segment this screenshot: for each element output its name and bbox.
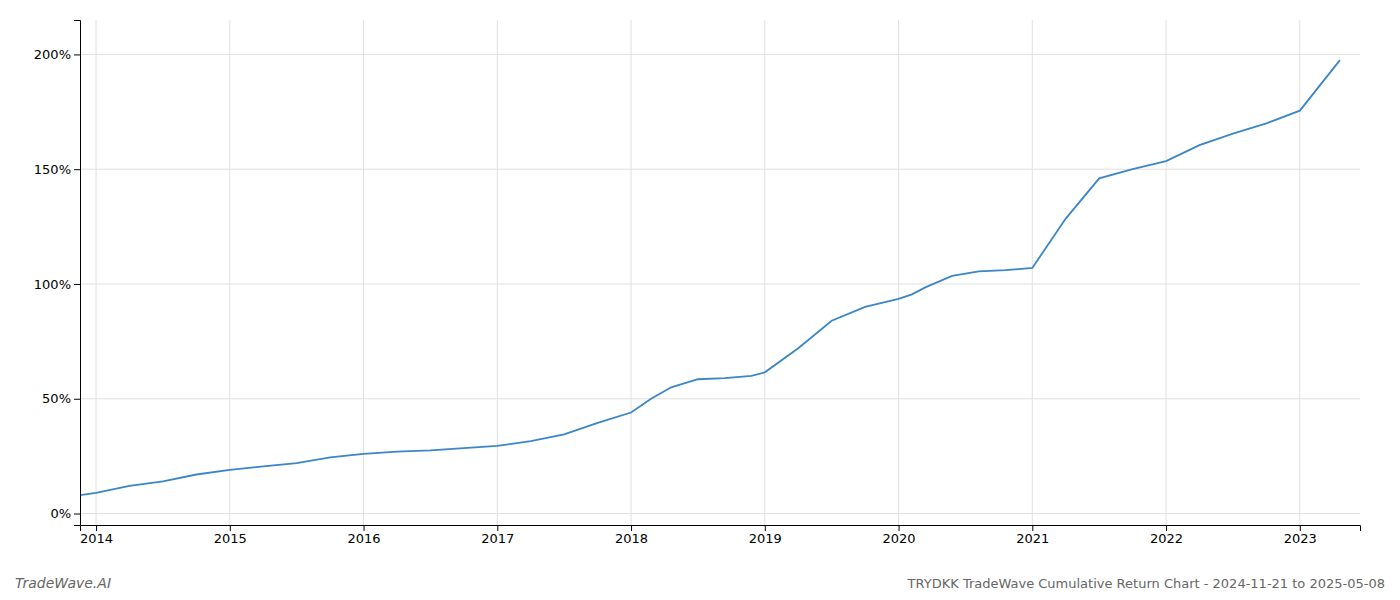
tick-mark bbox=[230, 525, 231, 531]
grid-line bbox=[1166, 20, 1167, 525]
tick-label: 2019 bbox=[749, 531, 782, 546]
tick-mark bbox=[1166, 525, 1167, 531]
tick-label: 2018 bbox=[615, 531, 648, 546]
tick: 200% bbox=[34, 47, 80, 62]
grid-line bbox=[631, 20, 632, 525]
tick-mark bbox=[74, 284, 80, 285]
tick-label: 2017 bbox=[481, 531, 514, 546]
tick-label: 100% bbox=[34, 277, 71, 292]
tick: 2021 bbox=[1016, 525, 1049, 546]
tick: 2015 bbox=[214, 525, 247, 546]
tick-label: 150% bbox=[34, 162, 71, 177]
tick: 2017 bbox=[481, 525, 514, 546]
tick-mark bbox=[1032, 525, 1033, 531]
watermark: TradeWave.AI bbox=[15, 575, 111, 591]
x-axis: 2014 2015 2016 2017 2018 2019 2020 2021 2022 2023 bbox=[80, 525, 1360, 546]
grid-line bbox=[80, 54, 1360, 55]
tick-mark bbox=[74, 169, 80, 170]
grid-line bbox=[96, 20, 97, 525]
plot-area bbox=[80, 60, 1340, 495]
grid-line bbox=[229, 20, 230, 525]
tick-label: 2015 bbox=[214, 531, 247, 546]
axis-line bbox=[81, 526, 1361, 532]
tick-label: 2020 bbox=[883, 531, 916, 546]
tick-label: 50% bbox=[42, 391, 71, 406]
title: TRYDKK TradeWave Cumulative Return Chart… bbox=[907, 576, 1385, 591]
tick-mark bbox=[1300, 525, 1301, 531]
tick-mark bbox=[74, 399, 80, 400]
tick-mark bbox=[497, 525, 498, 531]
tick: 2014 bbox=[80, 525, 113, 546]
tick-mark bbox=[74, 514, 80, 515]
grid-line bbox=[80, 513, 1360, 514]
grid bbox=[80, 20, 1360, 525]
tick-mark bbox=[631, 525, 632, 531]
tick: 100% bbox=[34, 277, 80, 292]
y-axis: 0% 50% 100% 150% 200% bbox=[34, 21, 81, 526]
tick: 50% bbox=[42, 391, 80, 406]
tick-mark bbox=[765, 525, 766, 531]
tick: 2020 bbox=[883, 525, 916, 546]
tick-label: 200% bbox=[34, 47, 71, 62]
grid-line bbox=[80, 283, 1360, 284]
tick-label: 2016 bbox=[348, 531, 381, 546]
tick-mark bbox=[96, 525, 97, 531]
tick-label: 2021 bbox=[1016, 531, 1049, 546]
tick-label: 0% bbox=[50, 506, 71, 521]
axis-line bbox=[74, 21, 81, 526]
chart: 2014 2015 2016 2017 2018 2019 2020 2021 2022 2023… bbox=[0, 0, 1400, 600]
tick: 2016 bbox=[348, 525, 381, 546]
tick-mark bbox=[899, 525, 900, 531]
grid-line bbox=[497, 20, 498, 525]
tick-mark bbox=[74, 54, 80, 55]
grid-line bbox=[363, 20, 364, 525]
grid-line bbox=[764, 20, 765, 525]
tick-label: 2014 bbox=[80, 531, 113, 546]
tick-label: 2022 bbox=[1150, 531, 1183, 546]
tick: 0% bbox=[50, 506, 80, 521]
tick-label: 2023 bbox=[1284, 531, 1317, 546]
grid-line bbox=[1032, 20, 1033, 525]
grid-line bbox=[80, 398, 1360, 399]
tick: 2019 bbox=[749, 525, 782, 546]
line bbox=[80, 60, 1340, 495]
grid-line bbox=[1299, 20, 1300, 525]
grid-line bbox=[80, 169, 1360, 170]
tick: 2018 bbox=[615, 525, 648, 546]
tick: 2023 bbox=[1284, 525, 1317, 546]
tick: 150% bbox=[34, 162, 80, 177]
tick: 2022 bbox=[1150, 525, 1183, 546]
tick-mark bbox=[364, 525, 365, 531]
grid-line bbox=[898, 20, 899, 525]
